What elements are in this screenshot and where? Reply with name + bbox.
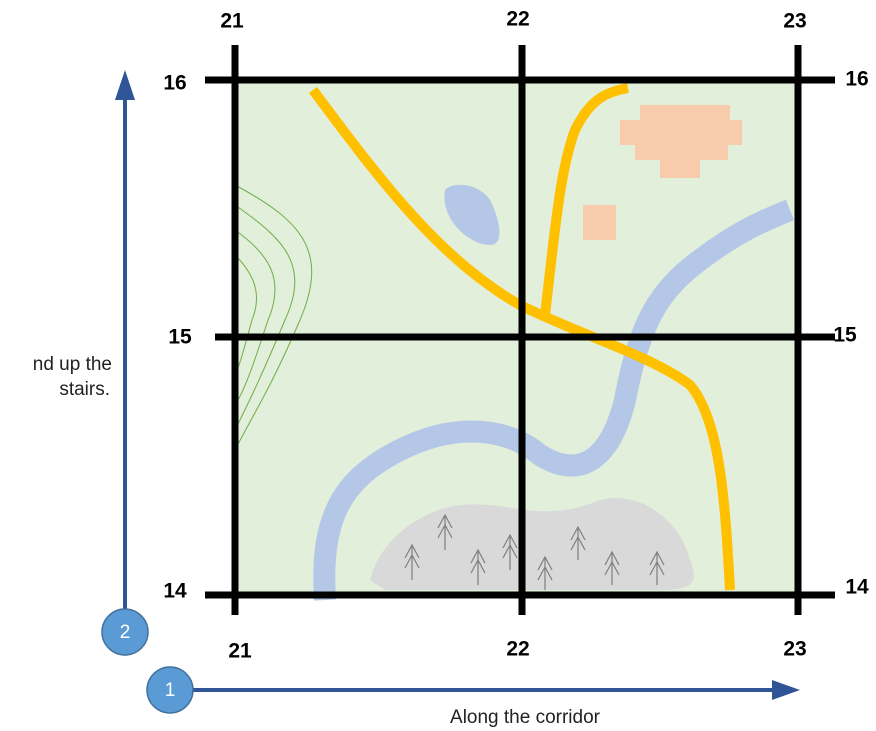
- step-marker: [101, 608, 149, 656]
- buildings: [583, 105, 742, 240]
- row-label: 15: [833, 324, 857, 347]
- row-label: 15: [168, 326, 192, 349]
- grid-lines: [205, 45, 835, 615]
- y-direction-label: nd up the: [33, 354, 112, 375]
- column-label: 21: [220, 10, 244, 33]
- step-number: 1: [165, 680, 176, 701]
- step-number: 2: [120, 622, 131, 643]
- contours: [234, 184, 313, 451]
- row-label: 16: [163, 72, 186, 95]
- row-label: 14: [845, 576, 869, 599]
- y-direction-label: stairs.: [59, 379, 110, 400]
- step-marker: [146, 666, 194, 714]
- column-label: 22: [506, 638, 529, 661]
- column-label: 21: [228, 640, 252, 663]
- mountain: [370, 498, 694, 590]
- river: [313, 199, 795, 601]
- column-label: 23: [783, 10, 806, 33]
- x-direction-label: Along the corridor: [450, 707, 601, 728]
- row-label: 14: [163, 580, 187, 603]
- row-label: 16: [845, 68, 868, 91]
- trees: [404, 513, 665, 590]
- column-label: 22: [506, 8, 529, 31]
- column-label: 23: [783, 638, 806, 661]
- axis-arrows: [115, 70, 800, 700]
- lake: [444, 184, 500, 245]
